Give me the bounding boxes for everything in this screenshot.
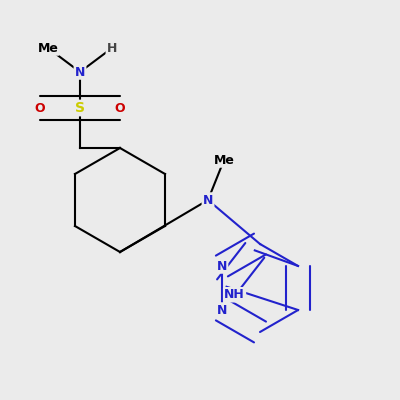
Text: O: O	[35, 102, 45, 114]
Text: Me: Me	[38, 42, 58, 54]
Text: NH: NH	[224, 288, 245, 301]
Text: N: N	[217, 260, 227, 272]
Text: N: N	[203, 194, 213, 206]
Text: Me: Me	[214, 154, 234, 166]
Text: H: H	[107, 42, 117, 54]
Text: S: S	[75, 101, 85, 115]
Text: N: N	[75, 66, 85, 78]
Text: N: N	[217, 304, 227, 316]
Text: O: O	[115, 102, 125, 114]
